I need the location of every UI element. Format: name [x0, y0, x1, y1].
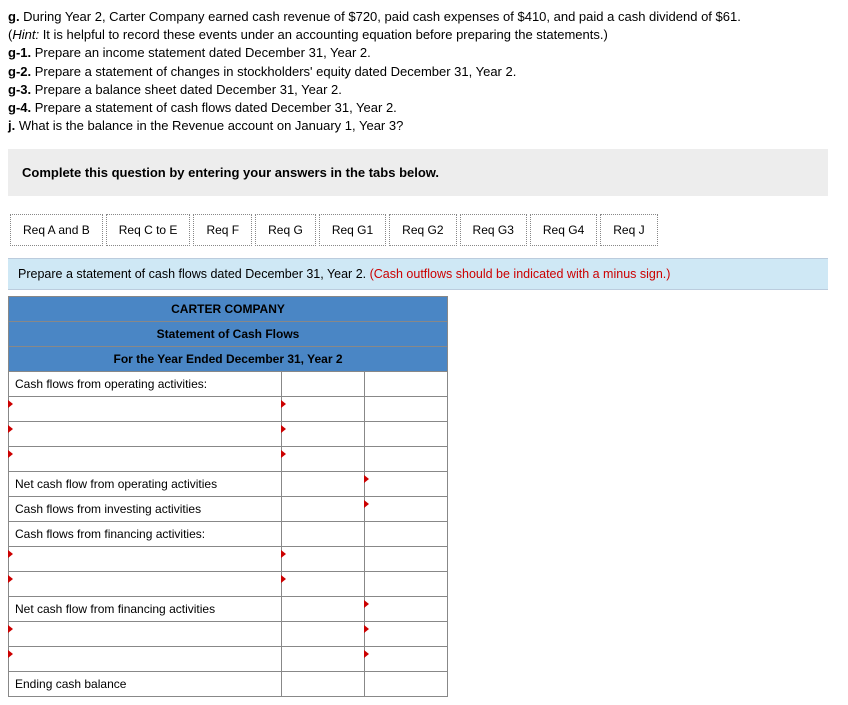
input-cell[interactable]	[365, 472, 448, 497]
input-cell[interactable]	[282, 547, 365, 572]
tab-req-g4[interactable]: Req G4	[530, 214, 597, 246]
question-block: g. During Year 2, Carter Company earned …	[8, 8, 840, 135]
cell[interactable]	[365, 397, 448, 422]
tab-req-f[interactable]: Req F	[193, 214, 252, 246]
q-g3: Prepare a balance sheet dated December 3…	[35, 82, 342, 97]
cell[interactable]	[365, 522, 448, 547]
row-net-fin-label: Net cash flow from financing activities	[9, 597, 282, 622]
tab-req-g2[interactable]: Req G2	[389, 214, 456, 246]
tabs-row: Req A and B Req C to E Req F Req G Req G…	[8, 214, 840, 246]
tab-req-c-e[interactable]: Req C to E	[106, 214, 191, 246]
input-cell[interactable]	[365, 597, 448, 622]
instruction-text: Prepare a statement of cash flows dated …	[18, 267, 370, 281]
q-g: During Year 2, Carter Company earned cas…	[23, 9, 741, 24]
input-cell[interactable]	[365, 497, 448, 522]
cash-flow-table: CARTER COMPANY Statement of Cash Flows F…	[8, 296, 448, 697]
q-g1: Prepare an income statement dated Decemb…	[35, 45, 371, 60]
input-cell[interactable]	[365, 622, 448, 647]
stmt-company: CARTER COMPANY	[9, 297, 448, 322]
cell[interactable]	[365, 547, 448, 572]
tab-req-g3[interactable]: Req G3	[460, 214, 527, 246]
cell[interactable]	[282, 372, 365, 397]
q-g2: Prepare a statement of changes in stockh…	[35, 64, 517, 79]
input-cell[interactable]	[282, 422, 365, 447]
input-cell[interactable]	[282, 572, 365, 597]
tab-req-a-b[interactable]: Req A and B	[10, 214, 103, 246]
row-op-label: Cash flows from operating activities:	[9, 372, 282, 397]
row-inv-label: Cash flows from investing activities	[9, 497, 282, 522]
row-end-label: Ending cash balance	[9, 672, 282, 697]
cell[interactable]	[282, 647, 365, 672]
hint-label: Hint:	[12, 27, 39, 42]
cell[interactable]	[282, 597, 365, 622]
instruction-red: (Cash outflows should be indicated with …	[370, 267, 671, 281]
q-g4: Prepare a statement of cash flows dated …	[35, 100, 397, 115]
input-cell[interactable]	[365, 647, 448, 672]
instruction-bar: Prepare a statement of cash flows dated …	[8, 258, 828, 290]
cell[interactable]	[365, 422, 448, 447]
row-net-op-label: Net cash flow from operating activities	[9, 472, 282, 497]
cell[interactable]	[282, 497, 365, 522]
hint-text: It is helpful to record these events und…	[39, 27, 608, 42]
cell[interactable]	[365, 447, 448, 472]
input-row[interactable]	[9, 647, 282, 672]
tab-req-j[interactable]: Req J	[600, 214, 657, 246]
cell[interactable]	[282, 672, 365, 697]
cell[interactable]	[365, 372, 448, 397]
input-row[interactable]	[9, 622, 282, 647]
input-row[interactable]	[9, 422, 282, 447]
input-row[interactable]	[9, 397, 282, 422]
stmt-title: Statement of Cash Flows	[9, 322, 448, 347]
input-row[interactable]	[9, 447, 282, 472]
input-row[interactable]	[9, 572, 282, 597]
tab-req-g1[interactable]: Req G1	[319, 214, 386, 246]
cell[interactable]	[365, 672, 448, 697]
tab-req-g[interactable]: Req G	[255, 214, 316, 246]
q-j: What is the balance in the Revenue accou…	[19, 118, 403, 133]
cell[interactable]	[282, 522, 365, 547]
input-cell[interactable]	[282, 397, 365, 422]
row-fin-label: Cash flows from financing activities:	[9, 522, 282, 547]
cell[interactable]	[282, 622, 365, 647]
input-cell[interactable]	[282, 447, 365, 472]
input-row[interactable]	[9, 547, 282, 572]
complete-instruction: Complete this question by entering your …	[8, 149, 828, 196]
stmt-period: For the Year Ended December 31, Year 2	[9, 347, 448, 372]
cell[interactable]	[365, 572, 448, 597]
cell[interactable]	[282, 472, 365, 497]
